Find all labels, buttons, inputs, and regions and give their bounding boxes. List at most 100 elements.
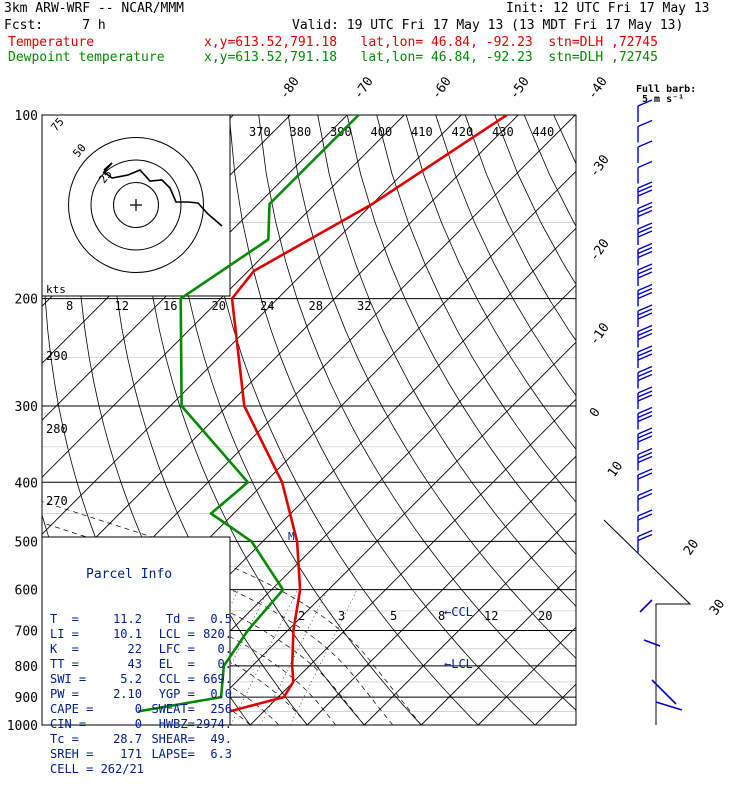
- isotherm-tick-label: -70: [351, 74, 377, 102]
- parcel-info-cell: 10.1: [101, 627, 142, 642]
- parcel-info-cell: SREH =: [50, 747, 101, 762]
- mixing-ratio-bottom-label: 3: [338, 609, 345, 623]
- theta-tick-label: 400: [371, 125, 393, 139]
- parcel-info-cell: SWEAT=: [142, 702, 195, 717]
- wind-barb-flag: [638, 121, 652, 127]
- lower-wind-barbs: [640, 600, 682, 710]
- parcel-info-cell: TT =: [50, 657, 101, 672]
- parcel-info-cell: SWI =: [50, 672, 101, 687]
- theta-tick-label: 440: [533, 125, 555, 139]
- isotherm-tick-label: -30: [587, 152, 613, 180]
- theta-tick-label: 430: [492, 125, 514, 139]
- dry-adiabat: [465, 115, 740, 738]
- isotherm-tick-label: -40: [585, 74, 611, 102]
- parcel-info-cell: CIN =: [50, 717, 101, 732]
- dry-adiabat: [347, 115, 740, 738]
- dry-adiabat: [200, 115, 492, 738]
- isotherm-tick-label: 20: [681, 537, 702, 558]
- pressure-tick-label: 900: [15, 691, 38, 706]
- theta-tick-label: 410: [411, 125, 433, 139]
- parcel-info-cell: CELL =: [50, 762, 101, 777]
- pressure-tick-label: 700: [15, 625, 38, 640]
- parcel-info-cell: LI =: [50, 627, 101, 642]
- dry-adiabat: [524, 115, 740, 738]
- parcel-info-cell: 0: [101, 702, 142, 717]
- dry-adiabat: [406, 115, 740, 738]
- theta-side-label: 270: [46, 494, 68, 508]
- mixing-ratio-bottom-label: 20: [538, 609, 552, 623]
- dry-adiabat: [0, 115, 29, 738]
- parcel-info-cell: YGP =: [142, 687, 195, 702]
- parcel-info-cell: 0.: [195, 642, 232, 657]
- isotherm-tick-label: -10: [587, 320, 613, 348]
- parcel-info-cell: PW =: [50, 687, 101, 702]
- isotherm-line: [364, 115, 740, 725]
- lcl-annotation: ←LCL: [444, 657, 473, 671]
- pressure-tick-label: 800: [15, 660, 38, 675]
- theta-side-label: 280: [46, 422, 68, 436]
- pressure-tick-label: 100: [15, 109, 38, 124]
- parcel-info-cell: LAPSE=: [142, 747, 195, 762]
- pressure-tick-label: 300: [15, 400, 38, 415]
- isotherm-tick-label: 30: [707, 597, 728, 618]
- ccl-annotation: ←CCL: [444, 605, 473, 619]
- isotherm-tick-label: -60: [429, 74, 455, 102]
- pressure-tick-label: 600: [15, 584, 38, 599]
- parcel-info-cell: 2974.: [195, 717, 232, 732]
- parcel-info-row: CELL =262/21: [44, 762, 232, 777]
- parcel-info-cell: 22: [101, 642, 142, 657]
- dry-adiabat: [229, 115, 549, 738]
- mixing-ratio-bottom-label: 12: [484, 609, 498, 623]
- mixing-ratio-top-label: 32: [357, 299, 371, 313]
- parcel-info-cell: [195, 762, 232, 777]
- mixing-ratio-bottom-label: 5: [390, 609, 397, 623]
- mixing-ratio-top-label: 24: [260, 299, 274, 313]
- wind-barb-flag: [638, 162, 652, 168]
- parcel-info-cell: 262/21: [101, 762, 143, 777]
- isotherm-tick-label: 10: [605, 459, 626, 480]
- parcel-info-title: Parcel Info: [44, 567, 232, 582]
- isotherm-tick-label: -20: [587, 236, 613, 264]
- hodograph-kts-label: kts: [46, 283, 66, 296]
- parcel-info-cell: 6.3: [195, 747, 232, 762]
- dry-adiabat: [583, 115, 740, 738]
- dry-adiabat: [495, 115, 740, 738]
- parcel-info-cell: 0: [101, 717, 142, 732]
- pressure-tick-label: 400: [15, 476, 38, 491]
- parcel-info-cell: Td =: [142, 612, 195, 627]
- pressure-tick-label: 1000: [7, 719, 38, 734]
- theta-tick-label: 370: [249, 125, 271, 139]
- parcel-info-cell: 820.: [195, 627, 232, 642]
- isotherm-line: [250, 115, 740, 725]
- parcel-info-cell: K =: [50, 642, 101, 657]
- pressure-tick-label: 500: [15, 535, 38, 550]
- parcel-info-cell: 0.: [195, 657, 232, 672]
- theta-tick-label: 420: [452, 125, 474, 139]
- isotherm-line: [307, 115, 740, 725]
- theta-side-label: 290: [46, 349, 68, 363]
- isotherm-tick-label: -50: [507, 74, 533, 102]
- parcel-info-cell: 171: [101, 747, 142, 762]
- pressure-tick-label: 200: [15, 293, 38, 308]
- mixing-ratio-top-label: 8: [66, 299, 73, 313]
- parcel-info-cell: 2.10: [101, 687, 142, 702]
- mixing-ratio-bottom-label: 2: [298, 609, 305, 623]
- mixing-ratio-top-label: 12: [115, 299, 129, 313]
- parcel-info-cell: 5.2: [101, 672, 142, 687]
- isotherm-tick-label: 0: [587, 405, 604, 420]
- parcel-info-cell: CAPE =: [50, 702, 101, 717]
- isotherm-line: [0, 115, 5, 725]
- parcel-info-cell: CCL =: [142, 672, 195, 687]
- parcel-info-cell: 0.0: [195, 687, 232, 702]
- parcel-info-cell: 669.: [195, 672, 232, 687]
- mixing-ratio-top-label: 28: [309, 299, 323, 313]
- wind-barb-flag: [638, 100, 652, 106]
- isotherm-tick-label: -80: [277, 74, 303, 102]
